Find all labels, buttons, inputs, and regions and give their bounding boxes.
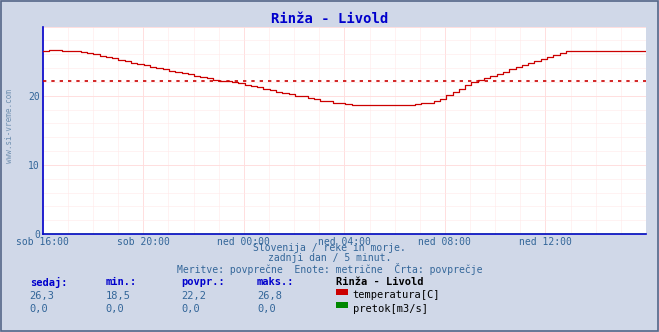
Text: povpr.:: povpr.: <box>181 277 225 287</box>
Text: Slovenija / reke in morje.: Slovenija / reke in morje. <box>253 243 406 253</box>
Text: 22,2: 22,2 <box>181 290 206 300</box>
Text: 0,0: 0,0 <box>105 304 124 314</box>
Text: 0,0: 0,0 <box>30 304 48 314</box>
Text: Rinža - Livold: Rinža - Livold <box>271 12 388 26</box>
Text: Meritve: povprečne  Enote: metrične  Črta: povprečje: Meritve: povprečne Enote: metrične Črta:… <box>177 263 482 275</box>
Text: 18,5: 18,5 <box>105 290 130 300</box>
Text: 26,3: 26,3 <box>30 290 55 300</box>
Text: min.:: min.: <box>105 277 136 287</box>
Text: zadnji dan / 5 minut.: zadnji dan / 5 minut. <box>268 253 391 263</box>
Text: temperatura[C]: temperatura[C] <box>353 290 440 300</box>
Text: 0,0: 0,0 <box>181 304 200 314</box>
Text: sedaj:: sedaj: <box>30 277 67 288</box>
Text: www.si-vreme.com: www.si-vreme.com <box>5 89 14 163</box>
Text: Rinža - Livold: Rinža - Livold <box>336 277 424 287</box>
Text: 26,8: 26,8 <box>257 290 282 300</box>
Text: 0,0: 0,0 <box>257 304 275 314</box>
Text: maks.:: maks.: <box>257 277 295 287</box>
Text: pretok[m3/s]: pretok[m3/s] <box>353 304 428 314</box>
